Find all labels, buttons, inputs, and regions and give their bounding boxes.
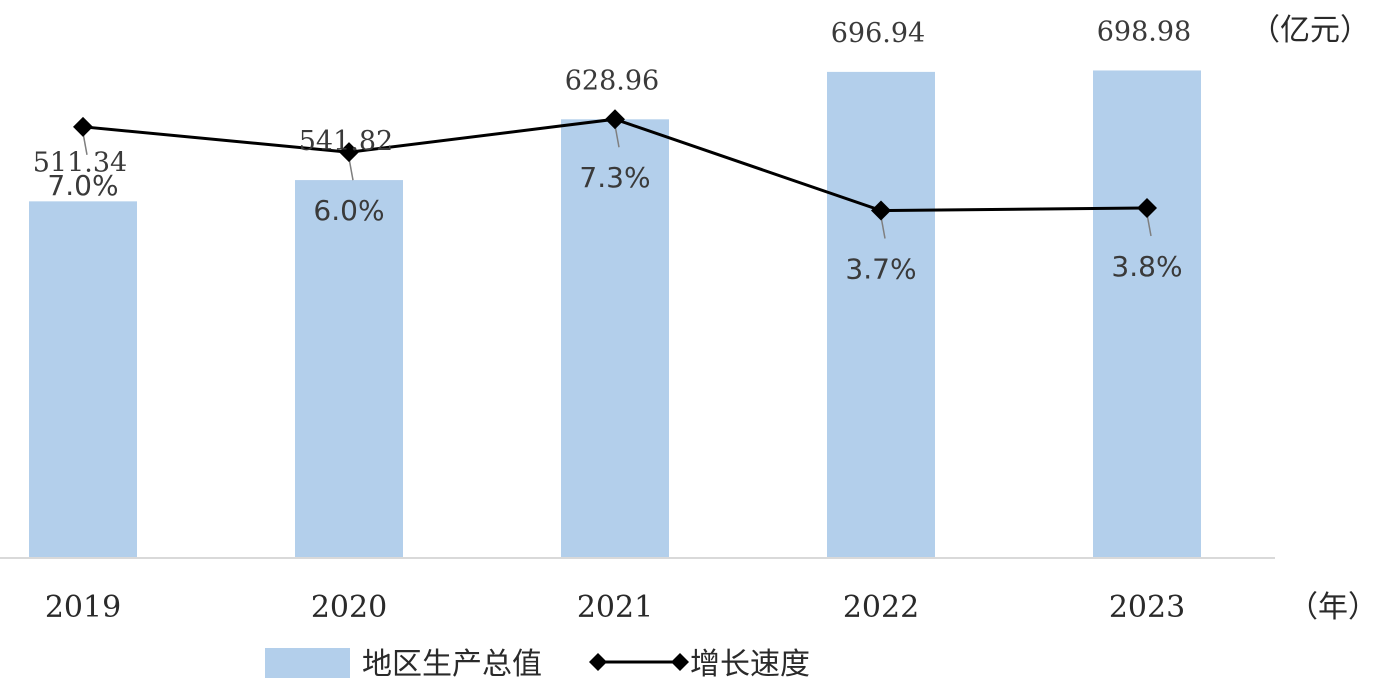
bar-2023 [1093,70,1201,558]
rate-leader-2020 [348,158,354,181]
bar-value-label-2023: 698.98 [1097,16,1191,47]
line-layer [73,109,1157,239]
y-unit-label: （亿元） [1250,13,1370,48]
x-tick-2023: 2023 [1109,590,1185,625]
rate-value-label-2019: 7.0% [47,169,118,202]
x-tick-2019: 2019 [45,590,121,625]
x-tick-2021: 2021 [577,590,653,625]
x-unit-label: （年） [1288,590,1378,625]
bar-value-label-2019: 511.34 [33,147,127,178]
rate-leader-2021 [614,125,620,148]
rate-value-label-2023: 3.8% [1111,250,1182,283]
bar-value-label-2020: 541.82 [299,126,393,157]
legend-line-label: 增长速度 [690,647,810,682]
bar-value-label-2022: 696.94 [831,18,925,49]
rate-value-label-2021: 7.3% [579,161,650,194]
legend: 地区生产总值 增长速度 [265,647,810,682]
legend-bar-label: 地区生产总值 [362,647,542,682]
rate-marker-2022 [871,200,891,221]
labels-layer: 511.34 541.82 628.96 696.94 698.98 7.0% 6.0% 7.… [33,16,1191,285]
rate-marker-2019 [73,116,93,137]
rate-marker-2023 [1137,197,1157,218]
rate-value-label-2020: 6.0% [313,194,384,227]
bar-value-label-2021: 628.96 [565,65,659,96]
rate-marker-2021 [605,109,625,130]
legend-line-marker-left [589,653,607,671]
rate-leader-2019 [82,132,88,155]
bars-layer [29,70,1201,559]
x-tick-labels: 2019 2020 2021 2022 2023 [45,590,1185,625]
bar-2020 [295,180,403,558]
legend-bar-swatch [265,648,350,678]
legend-line-marker-right [671,653,689,671]
rate-leader-2022 [880,216,886,239]
x-tick-2022: 2022 [843,590,919,625]
rate-marker-2020 [339,142,359,163]
bar-2022 [827,71,935,559]
x-tick-2020: 2020 [311,590,387,625]
rate-leader-2023 [1146,213,1152,237]
bar-2019 [29,201,137,559]
bar-2021 [561,119,669,558]
rate-value-label-2022: 3.7% [845,253,916,286]
